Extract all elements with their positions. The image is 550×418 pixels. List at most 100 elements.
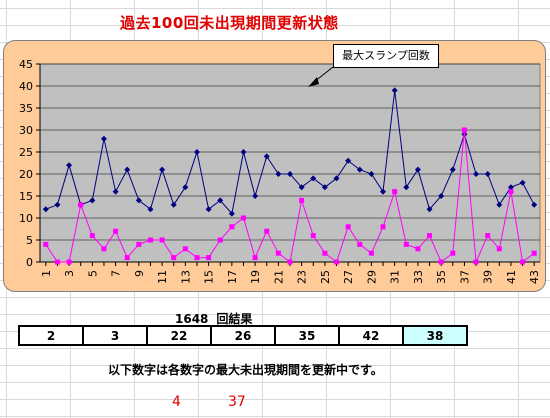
max-series-point [310,175,317,182]
max-series-point [42,206,49,213]
max-series-point [426,206,433,213]
current-series-point [322,250,328,256]
max-series-point [100,135,107,142]
current-series-point [380,224,386,230]
max-series-point [333,175,340,182]
max-series-point [240,149,247,155]
current-series-point [368,250,374,256]
max-series-point [89,197,96,204]
y-tick-label: 40 [19,80,33,93]
current-series-point [101,246,107,252]
max-series-point [473,171,480,177]
current-series-point [473,259,479,265]
current-series-point [461,127,467,133]
max-series-point [112,188,119,195]
result-cell-3[interactable]: 22 [146,325,212,346]
max-series-point [403,184,410,191]
current-series-point [415,246,421,252]
result-cell-1[interactable]: 2 [18,325,84,346]
result-cell-bonus[interactable]: 38 [402,325,468,346]
results-table: 2 3 22 26 35 42 38 [18,325,468,346]
current-series-point [171,255,177,261]
y-tick-label: 5 [26,234,33,247]
current-series-point [194,255,200,261]
max-series-point [345,157,352,164]
current-series-point [252,255,258,261]
max-series-point [228,210,235,217]
current-series-point [357,241,363,247]
max-series-point [449,166,456,173]
x-tick-label: 31 [389,270,402,284]
result-cell-6[interactable]: 42 [338,325,404,346]
draw-number: 1648 [175,312,209,326]
max-series-point [321,184,328,191]
current-series-point [427,233,433,239]
max-series-point [438,193,445,199]
result-cell-4[interactable]: 26 [210,325,276,346]
max-series-point [170,201,177,208]
y-tick-label: 25 [19,146,33,159]
max-series-point [124,166,131,173]
max-series-point [263,153,270,160]
max-series-point [356,166,363,173]
callout-arrow-head [308,77,319,87]
page-title: 過去100回未出現期間更新状態 [120,14,339,32]
x-tick-label: 25 [319,270,332,284]
current-series-point [438,259,444,265]
x-tick-label: 7 [110,270,123,277]
max-series-point [380,188,387,195]
x-tick-label: 43 [528,270,541,284]
x-tick-label: 11 [156,270,169,284]
max-series-point [252,193,259,199]
current-series-point [485,233,491,239]
current-series-point [275,250,281,256]
current-series-point [508,189,514,195]
current-series-point [299,197,305,203]
current-series-point [310,233,316,239]
max-series-point [484,171,491,177]
current-series-point [206,255,212,261]
draw-label-text: 回結果 [216,312,253,326]
y-tick-label: 20 [19,168,33,181]
current-series-point [264,228,270,234]
current-series-point [182,246,188,252]
note-text: 以下数字は各数字の最大未出現期間を更新中です。 [108,363,383,377]
result-cell-2[interactable]: 3 [82,325,148,346]
max-series-point [147,206,154,213]
x-tick-label: 39 [482,270,495,284]
current-series-point [89,233,95,239]
x-tick-label: 35 [435,270,448,284]
max-series-point [159,166,166,173]
y-tick-label: 15 [19,190,33,203]
chart-callout: 最大スランプ回数 [333,44,439,68]
y-tick-label: 45 [19,58,33,71]
x-tick-label: 37 [458,270,471,284]
current-series-point [66,259,72,265]
current-series-point [147,237,153,243]
current-series-point [287,259,293,265]
max-series-point [205,206,212,213]
current-series-point [531,250,537,256]
current-series-point [113,228,119,234]
current-series-point [496,246,502,252]
x-tick-label: 29 [365,270,378,284]
max-series-point [531,201,538,208]
max-series-point [287,171,293,177]
x-tick-label: 33 [412,270,425,284]
x-tick-label: 23 [296,270,309,284]
x-tick-label: 1 [40,270,53,277]
max-series-point [275,171,282,177]
current-series-point [78,202,84,208]
x-tick-label: 3 [63,270,76,277]
max-series-point [519,179,526,186]
x-tick-label: 15 [203,270,216,284]
max-series-point [193,149,200,155]
x-tick-label: 19 [249,270,262,284]
current-series-point [520,259,526,265]
max-series-point [414,166,421,173]
result-cell-5[interactable]: 35 [274,325,340,346]
draw-label: 1648 回結果 [175,310,260,327]
x-tick-label: 21 [272,270,285,284]
current-series-point [450,250,456,256]
